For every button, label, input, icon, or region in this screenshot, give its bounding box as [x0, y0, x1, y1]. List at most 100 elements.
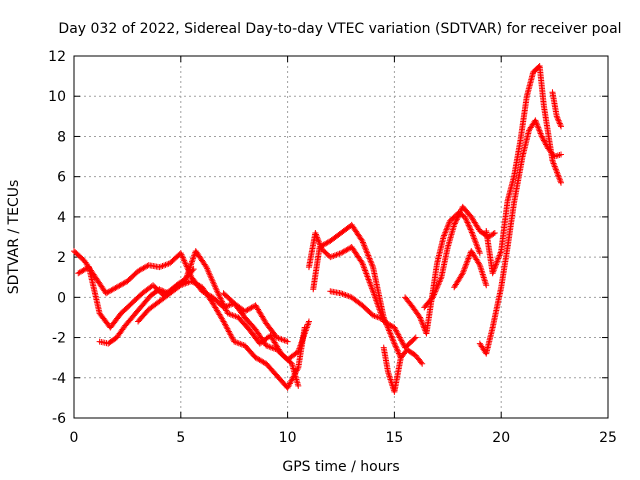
data-point-sat-f — [312, 229, 319, 236]
data-point-sat-n — [493, 261, 500, 268]
data-point-sat-j — [472, 239, 479, 246]
data-point-sat-j — [473, 241, 480, 248]
data-point-sat-n — [496, 252, 503, 259]
data-point-sat-j — [441, 231, 448, 238]
data-point-sat-l — [459, 270, 466, 277]
data-point-sat-d — [160, 288, 167, 295]
data-point-sat-j — [462, 215, 469, 222]
data-point-sat-g — [389, 334, 396, 341]
data-point-sat-m — [558, 151, 565, 158]
data-point-sat-m — [540, 136, 547, 143]
data-point-sat-b — [221, 303, 228, 310]
data-point-sat-n — [497, 249, 504, 256]
y-tick-label: 4 — [57, 210, 66, 226]
data-point-sat-j — [465, 220, 472, 227]
data-point-sat-l — [475, 260, 482, 267]
data-point-sat-n — [557, 178, 564, 185]
data-point-sat-n — [495, 255, 502, 262]
data-point-sat-n — [551, 162, 558, 169]
plot-frame — [73, 55, 609, 419]
data-point-sat-k — [429, 294, 436, 301]
data-point-sat-m — [537, 129, 544, 136]
data-point-sat-n — [556, 175, 563, 182]
data-point-sat-g — [360, 240, 367, 247]
data-point-sat-f — [363, 270, 370, 277]
data-point-sat-n — [555, 173, 562, 180]
data-point-sat-b — [216, 292, 223, 299]
data-point-sat-j — [469, 230, 476, 237]
data-point-sat-k — [457, 208, 464, 215]
data-point-sat-n — [551, 163, 558, 170]
data-point-sat-n — [553, 167, 560, 174]
data-point-sat-k — [456, 210, 463, 217]
data-point-sat-j — [465, 222, 472, 229]
data-point-sat-b — [217, 295, 224, 302]
data-point-sat-l — [458, 271, 465, 278]
data-point-sat-b — [214, 288, 221, 295]
data-point-sat-g — [384, 323, 391, 330]
data-point-sat-g — [369, 262, 376, 269]
y-tick-label: 8 — [57, 129, 66, 145]
data-point-sat-f — [315, 238, 322, 245]
data-point-sat-k — [434, 284, 441, 291]
data-point-sat-g — [394, 347, 401, 354]
data-point-sat-o — [556, 120, 563, 127]
data-point-sat-m — [539, 134, 546, 141]
data-point-sat-g — [391, 340, 398, 347]
data-point-sat-j — [445, 220, 452, 227]
data-point-sat-j — [440, 234, 447, 240]
data-point-sat-n — [490, 268, 497, 275]
data-point-sat-m — [532, 117, 539, 124]
data-point-sat-m — [538, 133, 545, 140]
data-point-sat-b — [219, 298, 226, 305]
data-point-sat-n — [554, 169, 561, 176]
data-point-sat-k — [431, 291, 438, 298]
data-point-sat-f — [412, 334, 419, 341]
data-point-sat-n — [494, 256, 501, 263]
data-point-sat-j — [476, 250, 483, 257]
data-point-sat-b — [220, 301, 227, 308]
data-point-sat-l — [460, 267, 467, 274]
data-point-sat-b — [221, 304, 228, 311]
data-point-sat-g — [362, 246, 369, 253]
data-point-sat-d — [190, 266, 197, 273]
data-point-sat-b — [214, 289, 221, 296]
data-point-sat-f — [364, 273, 371, 280]
data-point-sat-n — [489, 270, 496, 277]
data-point-sat-f — [313, 232, 320, 239]
y-tick-label: 6 — [57, 170, 66, 186]
data-point-sat-g — [363, 248, 370, 255]
data-point-sat-f — [367, 280, 374, 287]
data-point-sat-f — [359, 260, 366, 267]
data-point-sat-j — [417, 314, 424, 321]
data-point-sat-j — [421, 324, 428, 331]
data-point-sat-f — [366, 279, 373, 286]
data-point-sat-g — [364, 251, 371, 258]
data-point-sat-k — [432, 287, 439, 294]
data-point-sat-j — [419, 320, 426, 327]
grid — [74, 56, 608, 418]
data-point-sat-g — [368, 259, 375, 266]
data-point-sat-j — [443, 226, 450, 233]
data-point-sat-m — [536, 127, 543, 134]
data-point-sat-g — [389, 336, 396, 343]
data-point-sat-g — [393, 344, 400, 351]
data-point-sat-b — [219, 300, 226, 307]
data-point-sat-j — [441, 232, 448, 239]
data-point-sat-g — [392, 343, 399, 350]
data-point-sat-g — [395, 350, 402, 357]
data-point-sat-n — [495, 253, 502, 260]
data-point-sat-k — [432, 288, 439, 295]
data-point-sat-l — [461, 265, 468, 272]
x-tick-label: 10 — [279, 430, 297, 446]
data-point-sat-j — [418, 317, 425, 324]
data-point-sat-f — [312, 231, 319, 238]
data-point-sat-o — [555, 117, 562, 124]
data-point-sat-l — [483, 282, 490, 289]
data-point-sat-o — [553, 113, 560, 120]
data-point-sat-g — [364, 249, 371, 256]
data-point-sat-g — [365, 253, 372, 260]
data-point-sat-b — [216, 294, 223, 301]
data-point-sat-k — [430, 292, 437, 299]
